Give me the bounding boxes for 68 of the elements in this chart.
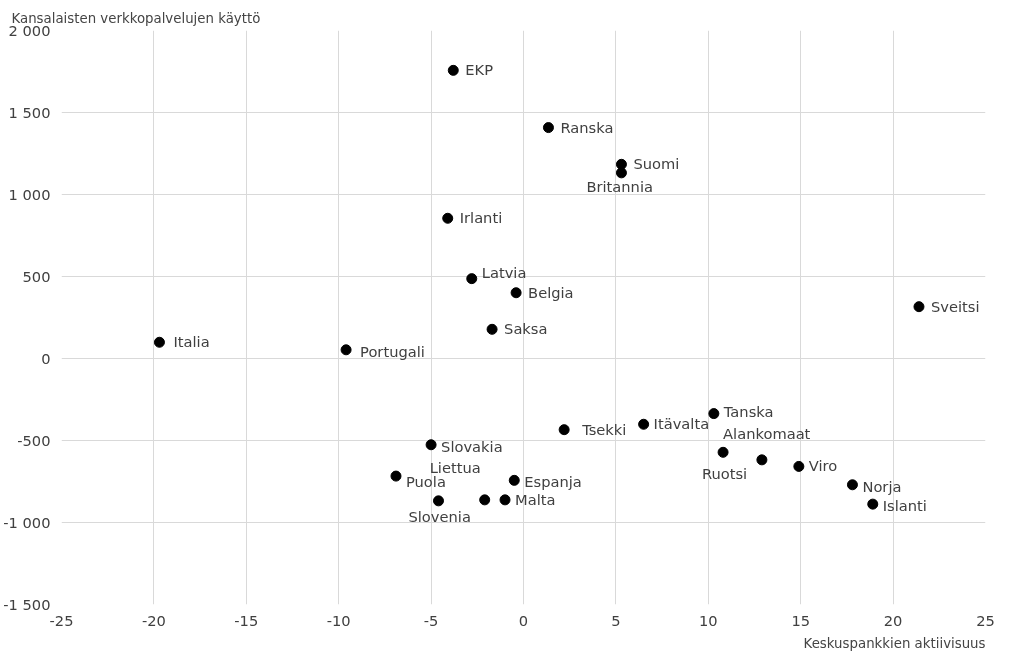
- point: [846, 479, 858, 491]
- annotation: Belgia: [528, 283, 574, 301]
- point: [638, 418, 650, 430]
- y-tick-label: 0: [41, 350, 51, 367]
- point: [913, 301, 925, 313]
- point: [479, 494, 491, 506]
- annotation: Espanja: [524, 473, 582, 491]
- y-tick-label: 1 500: [8, 104, 51, 121]
- x-tick-label: 20: [883, 611, 903, 629]
- annotation: Islanti: [882, 497, 927, 515]
- point: [615, 167, 627, 179]
- annotation: EKP: [465, 61, 494, 79]
- point: [425, 439, 437, 451]
- point: [508, 474, 520, 486]
- x-tick-label: 10: [698, 611, 718, 629]
- annotation: Malta: [515, 490, 556, 508]
- annotation: Alankomaat: [723, 425, 811, 443]
- point: [340, 344, 352, 356]
- annotation: Ranska: [560, 118, 614, 136]
- annotation: Latvia: [481, 263, 527, 281]
- point: [466, 273, 478, 285]
- x-tick-label: -5: [423, 611, 439, 629]
- point: [756, 454, 768, 466]
- annotation: Puola: [405, 473, 446, 491]
- x-axis-title: Keskuspankkien aktiivisuus: [803, 635, 986, 651]
- point: [442, 212, 454, 224]
- point: [867, 498, 879, 510]
- annotation: Saksa: [504, 320, 548, 338]
- x-tick-label: 0: [518, 611, 529, 629]
- y-tick-label: 1 000: [8, 186, 51, 203]
- annotation: Viro: [808, 457, 838, 475]
- point: [499, 494, 511, 506]
- annotation: Slovenia: [408, 507, 471, 525]
- annotation: Tanska: [722, 402, 774, 420]
- x-tick-label: -20: [141, 611, 166, 629]
- annotation: Irlanti: [459, 209, 503, 227]
- point: [432, 495, 444, 507]
- x-tick-label: 15: [791, 611, 811, 629]
- point: [153, 336, 165, 348]
- y-tick-label: -500: [17, 432, 51, 449]
- y-tick-label: -1 000: [3, 514, 51, 531]
- y-tick-label: -1 500: [3, 596, 51, 613]
- annotation: Slovakia: [441, 437, 503, 455]
- point: [447, 64, 459, 76]
- annotation: Liettua: [429, 458, 481, 476]
- annotation: Ruotsi: [701, 464, 748, 482]
- annotation: Itävalta: [653, 415, 710, 433]
- point: [542, 122, 554, 134]
- point: [708, 408, 720, 420]
- annotation: Tsekki: [581, 420, 627, 438]
- annotation: Norja: [862, 477, 902, 495]
- x-tick-label: 5: [611, 611, 621, 629]
- point: [486, 323, 498, 335]
- x-tick-label: -10: [326, 611, 351, 629]
- point: [717, 446, 729, 458]
- point: [390, 470, 402, 482]
- point: [558, 424, 570, 436]
- annotation: Italia: [173, 333, 210, 351]
- y-tick-label: 500: [22, 268, 51, 285]
- annotation: Sveitsi: [930, 297, 980, 315]
- x-tick-label: 25: [976, 611, 995, 629]
- annotation: Suomi: [633, 155, 680, 173]
- x-tick-label: -25: [49, 611, 74, 629]
- x-tick-label: -15: [234, 611, 259, 629]
- point: [510, 287, 522, 299]
- annotation: Britannia: [586, 177, 653, 195]
- point: [793, 460, 805, 472]
- annotation: Portugali: [360, 342, 425, 360]
